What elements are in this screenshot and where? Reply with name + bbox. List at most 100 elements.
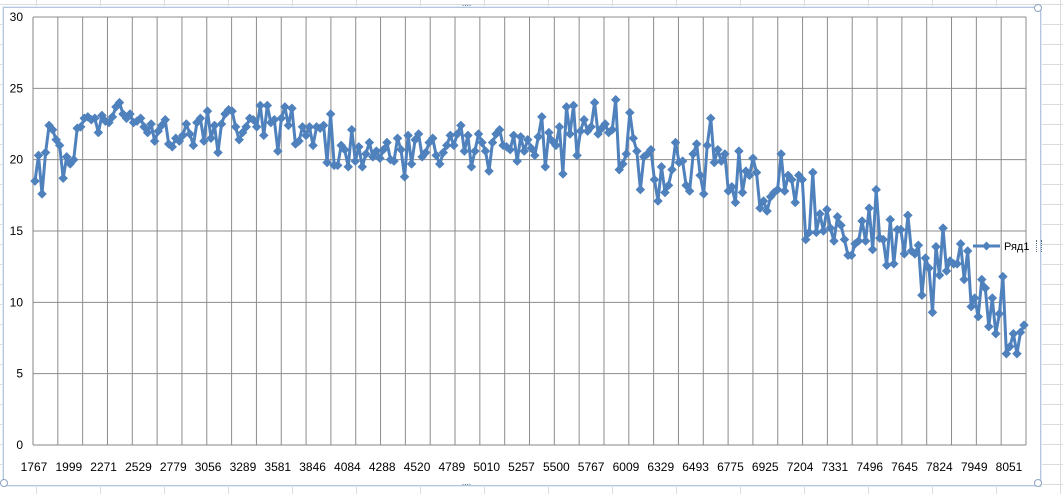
data-point-marker bbox=[522, 134, 533, 145]
data-point-marker bbox=[860, 236, 871, 246]
x-tick-label: 3846 bbox=[299, 460, 326, 474]
data-point-marker bbox=[811, 227, 822, 238]
data-point-marker bbox=[529, 150, 540, 161]
data-point-marker bbox=[477, 137, 487, 148]
data-point-marker bbox=[610, 94, 621, 105]
data-point-marker bbox=[804, 227, 815, 238]
data-point-marker bbox=[125, 109, 135, 119]
data-point-marker bbox=[952, 258, 962, 269]
data-point-marker bbox=[885, 214, 896, 225]
data-point-marker bbox=[241, 121, 252, 132]
data-point-marker bbox=[276, 113, 287, 124]
x-tick-label: 5257 bbox=[508, 460, 535, 474]
data-point-marker bbox=[973, 311, 984, 322]
data-point-marker bbox=[93, 127, 104, 138]
data-point-marker bbox=[181, 119, 192, 129]
data-point-marker bbox=[980, 283, 991, 293]
data-point-marker bbox=[864, 203, 874, 214]
x-tick-label: 1999 bbox=[55, 460, 82, 474]
legend[interactable]: Ряд1 bbox=[973, 241, 1029, 253]
data-point-marker bbox=[836, 220, 846, 231]
data-point-marker bbox=[199, 136, 209, 146]
data-point-marker bbox=[61, 151, 72, 162]
data-point-marker bbox=[262, 100, 273, 111]
data-point-marker bbox=[304, 121, 315, 132]
data-point-marker bbox=[727, 181, 737, 192]
series-ryad1 bbox=[30, 94, 1029, 359]
data-point-marker bbox=[40, 147, 51, 158]
data-point-marker bbox=[37, 189, 47, 199]
x-tick-label: 6329 bbox=[647, 460, 674, 474]
data-point-marker bbox=[867, 244, 878, 255]
data-point-marker bbox=[797, 174, 808, 185]
data-point-marker bbox=[853, 236, 864, 246]
data-point-marker bbox=[501, 141, 512, 152]
data-point-marker bbox=[734, 146, 744, 156]
data-point-marker bbox=[920, 253, 931, 263]
bottom-right-corner-handle[interactable] bbox=[1034, 479, 1042, 487]
data-point-marker bbox=[825, 223, 836, 234]
data-point-marker bbox=[448, 140, 459, 151]
data-point-marker bbox=[857, 216, 867, 226]
top-resize-handle[interactable]: ···· bbox=[461, 0, 471, 11]
data-point-marker bbox=[413, 129, 424, 139]
x-tick-label: 7949 bbox=[961, 460, 988, 474]
data-point-marker bbox=[575, 126, 586, 136]
data-point-marker bbox=[142, 127, 153, 138]
data-point-marker bbox=[283, 120, 294, 131]
data-point-marker bbox=[786, 174, 797, 185]
data-point-marker bbox=[878, 234, 889, 245]
data-point-marker bbox=[779, 186, 790, 196]
data-point-marker bbox=[906, 246, 917, 256]
chart-area[interactable] bbox=[3, 7, 1041, 486]
data-point-marker bbox=[976, 274, 987, 285]
data-point-marker bbox=[755, 203, 765, 214]
bottom-resize-handle[interactable]: ···· bbox=[461, 479, 471, 490]
data-point-marker bbox=[251, 121, 262, 132]
top-right-corner-handle[interactable] bbox=[1034, 4, 1042, 12]
data-point-marker bbox=[258, 130, 269, 141]
data-point-marker bbox=[589, 97, 600, 108]
data-point-marker bbox=[987, 293, 998, 303]
data-point-marker bbox=[772, 184, 783, 195]
data-point-marker bbox=[931, 241, 941, 252]
data-point-marker bbox=[378, 144, 389, 155]
data-point-marker bbox=[677, 156, 688, 166]
bottom-left-corner-handle[interactable] bbox=[0, 479, 8, 487]
data-point-marker bbox=[494, 124, 505, 135]
data-point-marker bbox=[551, 140, 561, 151]
data-point-marker bbox=[135, 113, 146, 124]
data-point-marker bbox=[702, 140, 713, 151]
data-point-marker bbox=[234, 134, 244, 145]
y-tick-label: 30 bbox=[10, 10, 24, 24]
x-tick-label: 7824 bbox=[926, 460, 953, 474]
data-point-marker bbox=[903, 210, 913, 221]
data-point-marker bbox=[287, 103, 297, 114]
data-point-marker bbox=[663, 180, 674, 191]
x-tick-label: 1767 bbox=[21, 460, 48, 474]
x-tick-label: 6925 bbox=[752, 460, 779, 474]
data-point-marker bbox=[871, 184, 882, 195]
right-resize-handle[interactable] bbox=[1036, 240, 1042, 252]
x-tick-label: 6775 bbox=[717, 460, 744, 474]
gridlines bbox=[32, 16, 1027, 445]
x-tick-label: 2779 bbox=[160, 460, 187, 474]
data-point-marker bbox=[459, 146, 470, 156]
data-point-marker bbox=[698, 189, 709, 199]
x-tick-label: 4288 bbox=[369, 460, 396, 474]
data-point-marker bbox=[519, 146, 530, 156]
data-point-marker bbox=[420, 147, 431, 158]
data-point-marker bbox=[653, 196, 663, 206]
data-point-marker bbox=[75, 121, 86, 132]
data-point-marker bbox=[301, 130, 311, 141]
data-point-marker bbox=[561, 102, 572, 112]
data-point-marker bbox=[730, 197, 741, 208]
data-point-marker bbox=[403, 130, 413, 141]
x-tick-label: 5010 bbox=[473, 460, 500, 474]
data-point-marker bbox=[1008, 328, 1019, 339]
x-tick-label: 3581 bbox=[264, 460, 291, 474]
data-point-marker bbox=[216, 119, 227, 129]
data-point-marker bbox=[318, 120, 329, 131]
data-point-marker bbox=[206, 133, 216, 144]
data-point-marker bbox=[815, 209, 825, 219]
